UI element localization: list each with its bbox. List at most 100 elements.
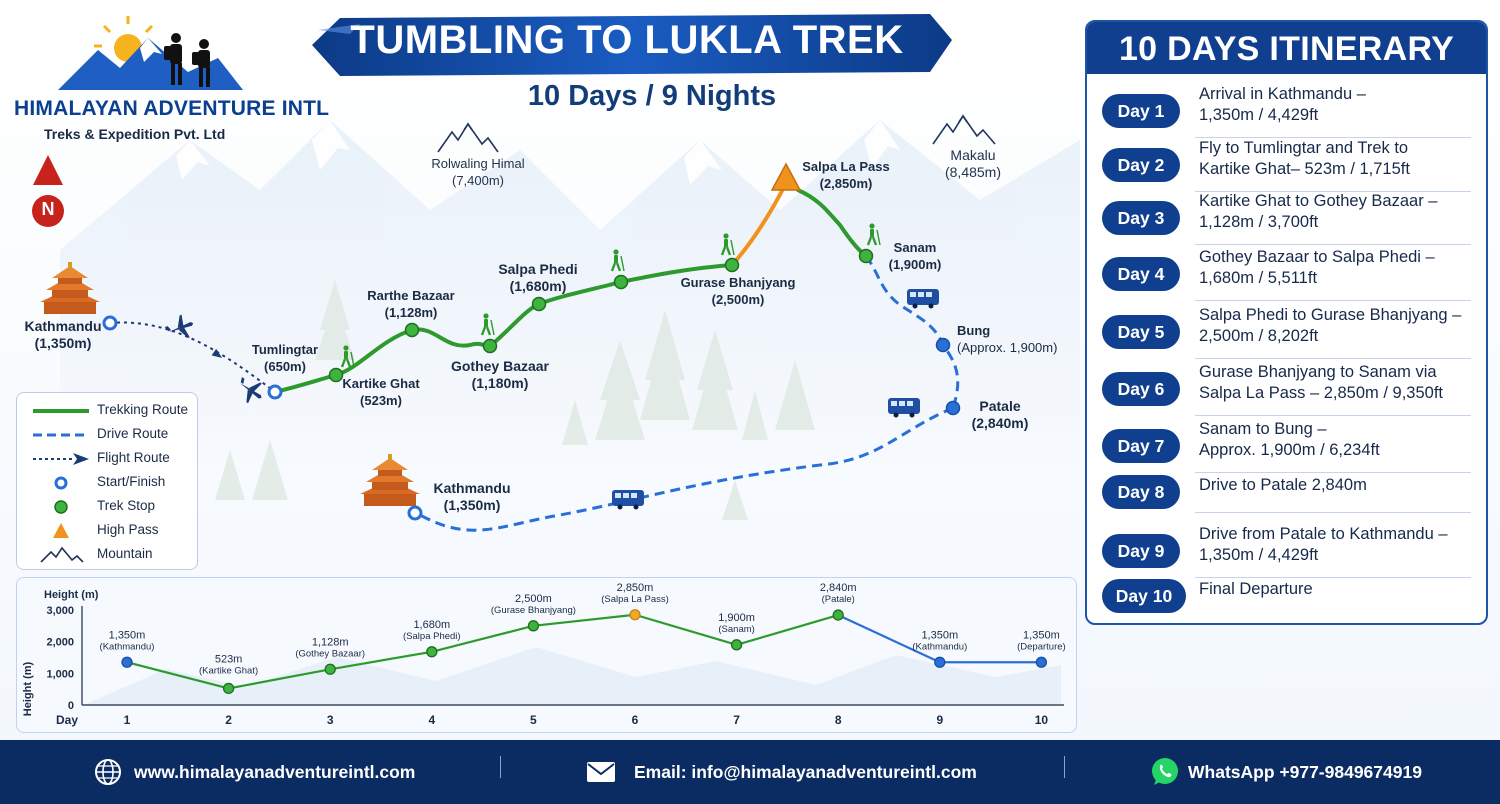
day-description: Drive to Patale 2,840m: [1199, 476, 1367, 494]
day-description: Kartike Ghat to Gothey Bazaar – 1,128m /…: [1199, 192, 1438, 231]
title-banner: [312, 14, 952, 76]
high-pass-route: [730, 181, 788, 267]
chart-line-segment: [837, 614, 941, 664]
place-label-patale: Patale (2,840m): [971, 398, 1029, 431]
chart-line-segment: [736, 614, 839, 646]
flight-arrow-icon: [211, 348, 223, 358]
itinerary-divider: [1195, 512, 1471, 513]
chart-data-label: 523m: [215, 653, 243, 665]
hiker-icon: [610, 249, 625, 272]
day-description: Gurase Bhanjyang to Sanam via Salpa La P…: [1199, 363, 1443, 402]
start-finish-marker-icon: [267, 384, 283, 400]
chart-line-segment: [533, 613, 636, 627]
chart-line-segment: [330, 650, 432, 671]
chart-x-tick-label: 1: [124, 713, 131, 727]
day-description: Final Departure: [1199, 580, 1313, 598]
temple-icon: [360, 454, 420, 506]
hiker-icon: [866, 223, 881, 246]
chart-data-label: 1,350m: [109, 629, 146, 641]
legend-item-trek-stop: Trek Stop: [17, 495, 199, 519]
footer-divider: [1064, 756, 1065, 778]
chart-y-axis-title: Height (m): [44, 589, 99, 601]
chart-data-place-label: (Patale): [822, 594, 855, 605]
chart-data-point: [426, 646, 438, 658]
chart-x-tick-label: 9: [936, 713, 943, 727]
mountain-icon: [932, 114, 996, 145]
footer-website[interactable]: www.himalayanadventureintl.com: [94, 740, 415, 804]
trek-route-line-icon: [33, 409, 89, 413]
place-label-bung: Bung (Approx. 1,900m): [957, 323, 1058, 355]
chart-x-tick-label: 8: [835, 713, 842, 727]
place-label-kathmandu-end: Kathmandu (1,350m): [433, 480, 511, 513]
day-description: Gothey Bazaar to Salpa Phedi – 1,680m / …: [1199, 248, 1435, 287]
chart-data-label: 2,840m: [820, 582, 857, 594]
day-description: Arrival in Kathmandu – 1,350m / 4,429ft: [1199, 85, 1366, 124]
legend-item-start-finish: Start/Finish: [17, 471, 199, 495]
day-badge: Day 1: [1102, 94, 1180, 128]
chart-y-axis-label: Height (m): [22, 661, 34, 716]
background-mountains: [60, 120, 1080, 460]
north-label: N: [41, 199, 55, 219]
chart-line-segment: [228, 668, 331, 690]
chart-x-tick-label: 5: [530, 713, 537, 727]
footer-whatsapp[interactable]: WhatsApp +977-9849674919: [1150, 740, 1422, 804]
hiker-icon: [720, 233, 735, 256]
place-label-tumlingtar: Tumlingtar (650m): [251, 342, 319, 374]
high-pass-triangle-icon: [53, 523, 69, 538]
chart-data-label: 1,900m: [718, 612, 755, 624]
map-legend: Trekking Route Drive Route Flight Route …: [16, 392, 198, 570]
hiker-icon: [340, 345, 355, 368]
mountain-icon: [437, 122, 499, 153]
flight-route: [109, 321, 276, 393]
chart-data-point: [934, 656, 946, 668]
chart-y-tick-label: 0: [68, 700, 74, 712]
day-badge: Day 8: [1102, 475, 1180, 509]
chart-y-tick-label: 1,000: [46, 668, 74, 680]
chart-x-tick-label: 10: [1035, 713, 1049, 727]
chart-data-place-label: (Departure): [1017, 641, 1066, 652]
place-label-kartike-ghat: Kartike Ghat (523m): [342, 376, 420, 408]
mountain-icon: [40, 546, 84, 563]
chart-data-point: [121, 656, 133, 668]
footer-whatsapp-text: WhatsApp +977-9849674919: [1188, 761, 1422, 782]
chart-data-label: 1,680m: [413, 619, 450, 631]
chart-y-tick-label: 3,000: [46, 605, 74, 617]
page-subtitle: 10 Days / 9 Nights: [527, 80, 777, 112]
itinerary-divider: [1195, 244, 1471, 245]
bus-icon: [907, 289, 939, 309]
footer: [0, 740, 1500, 804]
chart-data-label: 1,350m: [1023, 629, 1060, 641]
airplane-icon: [164, 314, 194, 338]
airplane-icon: [240, 377, 262, 404]
whatsapp-icon: [1152, 758, 1178, 785]
trek-stop-marker-icon: [54, 500, 68, 514]
start-finish-marker-icon: [102, 315, 118, 331]
place-label-rarthe-bazaar: Rarthe Bazaar (1,128m): [367, 288, 455, 320]
background-trees: [215, 280, 815, 520]
chart-data-place-label: (Kartike Ghat): [199, 665, 258, 676]
place-label-sanam: Sanam (1,900m): [888, 240, 942, 272]
chart-line-segment: [634, 613, 737, 646]
brand-name: HIMALAYAN ADVENTURE INTL: [14, 97, 330, 120]
drive-route-line-icon: [33, 433, 89, 437]
chart-data-place-label: (Kathmandu): [912, 641, 967, 652]
chart-data-point: [222, 682, 235, 695]
chart-data-point: [1035, 656, 1048, 668]
north-arrow-icon: [32, 155, 64, 227]
day-description: Fly to Tumlingtar and Trek to Kartike Gh…: [1199, 139, 1410, 178]
day-badge: Day 9: [1102, 534, 1180, 568]
chart-data-label: 2,500m: [515, 593, 552, 605]
chart-data-place-label: (Gothey Bazaar): [295, 648, 365, 659]
chart-y-tick-label: 2,000: [46, 637, 74, 649]
footer-email[interactable]: Email: info@himalayanadventureintl.com: [586, 740, 977, 804]
footer-website-text: www.himalayanadventureintl.com: [134, 761, 416, 782]
chart-x-tick-label: 3: [327, 713, 334, 727]
itinerary-title: 10 DAYS ITINERARY: [1087, 22, 1486, 74]
hiker-icon: [480, 313, 495, 336]
itinerary-divider: [1195, 472, 1471, 473]
chart-line-segment: [126, 661, 229, 690]
itinerary-divider: [1195, 577, 1471, 578]
mountain-label-rolwaling: Rolwaling Himal (7,400m): [431, 156, 525, 188]
brand-logo: [58, 16, 243, 90]
elevation-chart: Height (m) Height (m) Day 0 1,000 2,000 3,0…: [22, 582, 1066, 727]
